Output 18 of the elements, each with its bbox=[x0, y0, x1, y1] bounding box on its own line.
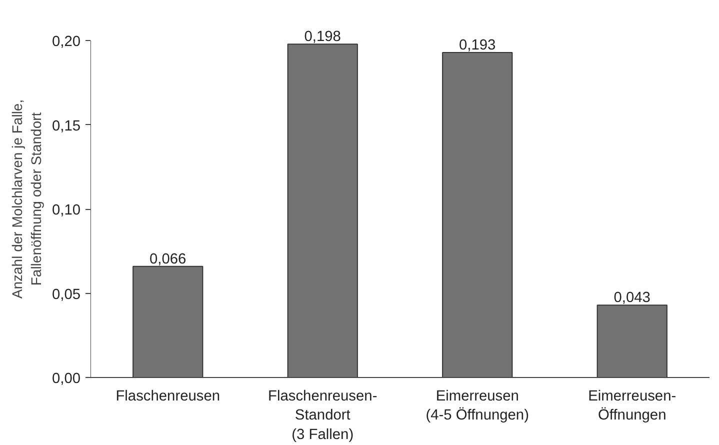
bar bbox=[442, 52, 513, 378]
y-tick-label: 0,05 bbox=[52, 286, 81, 303]
x-tick-label: Eimerreusen (4-5 Öffnungen) bbox=[426, 388, 529, 424]
data-label: 0,198 bbox=[304, 29, 341, 46]
x-tick-label: Flaschenreusen bbox=[116, 388, 220, 404]
x-tick-label: Eimerreusen- Öffnungen bbox=[588, 388, 676, 424]
data-label: 0,043 bbox=[614, 290, 650, 306]
x-tick-label: Flaschenreusen- Standort (3 Fallen) bbox=[268, 388, 378, 443]
data-label: 0,193 bbox=[459, 37, 496, 54]
bar bbox=[132, 266, 204, 378]
bar bbox=[596, 304, 668, 378]
bar bbox=[287, 44, 358, 378]
y-tick-label: 0,15 bbox=[52, 118, 81, 134]
data-label: 0,066 bbox=[150, 251, 186, 268]
y-tick-label: 0,10 bbox=[52, 202, 81, 219]
y-axis-title: Anzahl der Molchlarven je Falle, Fallenöffnung oder Standort bbox=[8, 99, 44, 299]
y-tick-label: 0,20 bbox=[52, 34, 81, 50]
y-tick-label: 0,00 bbox=[52, 371, 81, 387]
